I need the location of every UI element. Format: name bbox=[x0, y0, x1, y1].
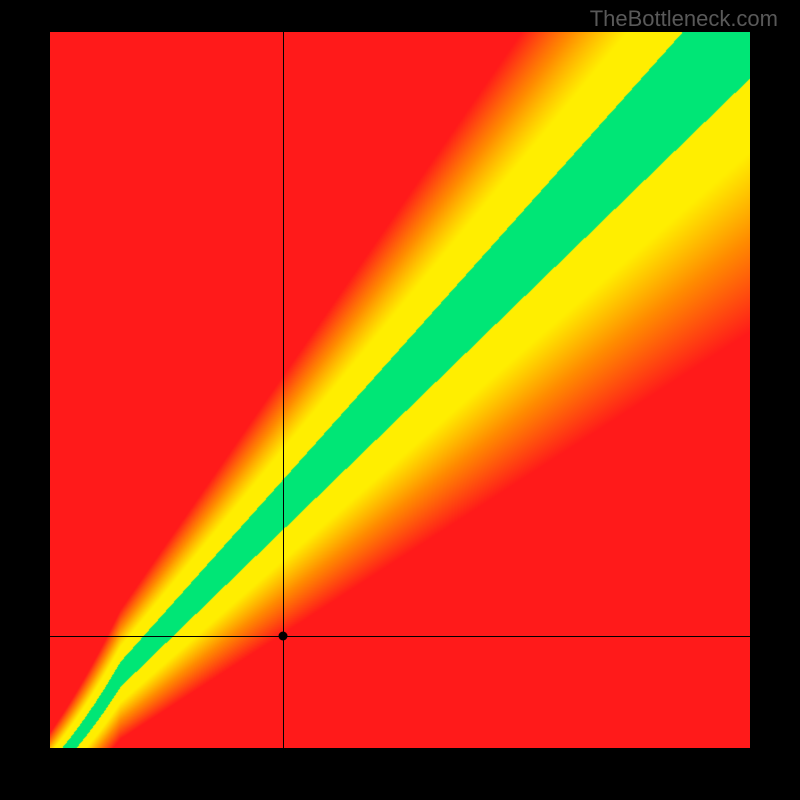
heatmap-canvas bbox=[50, 32, 750, 748]
heatmap-plot bbox=[50, 32, 750, 748]
crosshair-vertical bbox=[283, 32, 284, 748]
crosshair-dot bbox=[279, 631, 288, 640]
watermark-text: TheBottleneck.com bbox=[590, 6, 778, 32]
crosshair-horizontal bbox=[50, 636, 750, 637]
